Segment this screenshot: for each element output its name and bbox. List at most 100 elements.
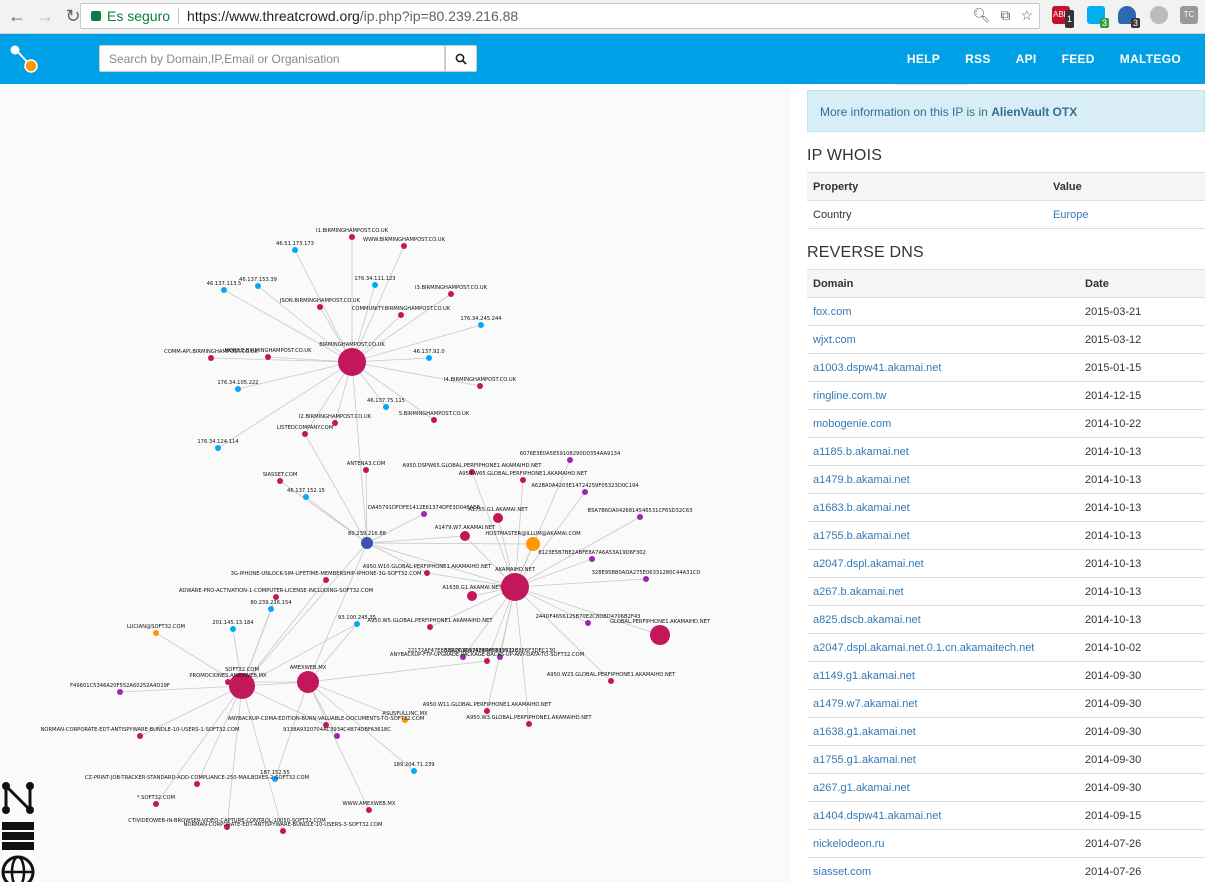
graph-node[interactable] — [608, 678, 614, 684]
tc-extension-icon[interactable]: TC — [1180, 6, 1198, 24]
domain-link[interactable]: ringline.com.tw — [807, 381, 1079, 410]
graph-node[interactable] — [589, 556, 595, 562]
graph-node[interactable] — [448, 291, 454, 297]
otx-link[interactable]: AlienVault OTX — [991, 105, 1078, 119]
graph-node[interactable] — [265, 354, 271, 360]
graph-node[interactable] — [477, 383, 483, 389]
graph-node[interactable] — [334, 733, 340, 739]
graph-node[interactable] — [427, 624, 433, 630]
graph-node[interactable] — [526, 537, 540, 551]
graph-node[interactable] — [366, 807, 372, 813]
graph-node[interactable] — [650, 625, 670, 645]
graph-node[interactable] — [280, 828, 286, 834]
ghost-extension-icon[interactable]: 3 — [1118, 6, 1140, 28]
address-bar[interactable]: Es seguro https://www.threatcrowd.org/ip… — [80, 3, 1040, 29]
graph-node[interactable] — [194, 781, 200, 787]
nav-maltego[interactable]: MALTEGO — [1119, 52, 1181, 66]
domain-link[interactable]: wjxt.com — [807, 325, 1079, 354]
domain-link[interactable]: a1479.w7.akamai.net — [807, 689, 1079, 718]
whois-value-link[interactable]: Europe — [1047, 200, 1205, 229]
graph-node[interactable] — [221, 287, 227, 293]
search-button[interactable] — [445, 45, 477, 72]
graph-node[interactable] — [137, 733, 143, 739]
graph-node[interactable] — [297, 671, 319, 693]
graph-node[interactable] — [317, 304, 323, 310]
graph-node[interactable] — [401, 243, 407, 249]
zoom-icon[interactable]: 🔍︎ — [972, 7, 991, 23]
graph-node[interactable] — [484, 658, 490, 664]
graph-node[interactable] — [526, 721, 532, 727]
graph-node[interactable] — [272, 776, 278, 782]
graph-node[interactable] — [484, 708, 490, 714]
graph-node[interactable] — [349, 234, 355, 240]
graph-node[interactable] — [478, 322, 484, 328]
graph-node[interactable] — [497, 654, 503, 660]
mega-extension-icon[interactable] — [1150, 6, 1168, 24]
graph-node[interactable] — [493, 513, 503, 523]
graph-canvas[interactable]: 80.239.216.88 BIRMINGHAMPOST.CO.UK SOFT32.… — [0, 84, 790, 882]
domain-link[interactable]: a2047.dspl.akamai.net.0.1.cn.akamaitech.… — [807, 633, 1079, 662]
reload-icon[interactable]: ↻ — [65, 6, 81, 26]
relationship-graph[interactable]: 80.239.216.88 BIRMINGHAMPOST.CO.UK SOFT32.… — [0, 84, 790, 882]
graph-node[interactable] — [303, 494, 309, 500]
domain-link[interactable]: a267.b.akamai.net — [807, 577, 1079, 606]
graph-node[interactable] — [302, 431, 308, 437]
domain-link[interactable]: a1149.g1.akamai.net — [807, 661, 1079, 690]
graph-node[interactable] — [208, 355, 214, 361]
domain-link[interactable]: a267.g1.akamai.net — [807, 773, 1079, 802]
graph-node[interactable] — [361, 537, 373, 549]
graph-node[interactable] — [323, 577, 329, 583]
domain-link[interactable]: mobogenie.com — [807, 409, 1079, 438]
nav-help[interactable]: HELP — [906, 52, 941, 66]
graph-node[interactable] — [637, 514, 643, 520]
graph-node[interactable] — [363, 467, 369, 473]
graph-node[interactable] — [460, 531, 470, 541]
graph-node[interactable] — [323, 722, 329, 728]
graph-node[interactable] — [585, 620, 591, 626]
translate-icon[interactable]: ⧉ — [1000, 7, 1011, 23]
graph-node[interactable] — [273, 594, 279, 600]
graph-node[interactable] — [230, 626, 236, 632]
bookmark-star-icon[interactable]: ☆ — [1020, 7, 1033, 23]
graph-node[interactable] — [469, 469, 475, 475]
graph-node[interactable] — [402, 717, 408, 723]
graph-node[interactable] — [467, 591, 477, 601]
threatcrowd-logo-icon[interactable] — [8, 44, 40, 76]
graph-node[interactable] — [338, 348, 366, 376]
graph-node[interactable] — [292, 247, 298, 253]
graph-node[interactable] — [383, 404, 389, 410]
graph-node[interactable] — [153, 801, 159, 807]
domain-link[interactable]: a1003.dspw41.akamai.net — [807, 353, 1079, 382]
domain-link[interactable]: nickelodeon.ru — [807, 829, 1079, 858]
search-input[interactable] — [99, 45, 445, 72]
graph-node[interactable] — [582, 489, 588, 495]
graph-node[interactable] — [153, 630, 159, 636]
adblock-extension-icon[interactable]: ABP 1 — [1052, 6, 1074, 28]
nav-api[interactable]: API — [1015, 52, 1037, 66]
graph-node[interactable] — [520, 477, 526, 483]
graph-node[interactable] — [255, 283, 261, 289]
domain-link[interactable]: a1479.b.akamai.net — [807, 465, 1079, 494]
graph-node[interactable] — [224, 824, 230, 830]
graph-node[interactable] — [225, 679, 231, 685]
domain-link[interactable]: a1638.g1.akamai.net — [807, 717, 1079, 746]
domain-link[interactable]: fox.com — [807, 297, 1079, 326]
graph-node[interactable] — [567, 457, 573, 463]
graph-node[interactable] — [421, 511, 427, 517]
graph-node[interactable] — [235, 386, 241, 392]
graph-node[interactable] — [277, 478, 283, 484]
graph-node[interactable] — [426, 355, 432, 361]
graph-node[interactable] — [424, 570, 430, 576]
forward-icon[interactable]: → — [36, 6, 54, 26]
graph-node[interactable] — [501, 573, 529, 601]
domain-link[interactable]: a825.dscb.akamai.net — [807, 605, 1079, 634]
graph-node[interactable] — [398, 312, 404, 318]
graph-node[interactable] — [460, 654, 466, 660]
skype-extension-icon[interactable]: 3 — [1087, 6, 1109, 28]
nav-rss[interactable]: RSS — [965, 52, 991, 66]
domain-link[interactable]: a1755.b.akamai.net — [807, 521, 1079, 550]
domain-link[interactable]: a1185.b.akamai.net — [807, 437, 1079, 466]
graph-node[interactable] — [268, 606, 274, 612]
graph-node[interactable] — [229, 673, 255, 699]
graph-node[interactable] — [215, 445, 221, 451]
